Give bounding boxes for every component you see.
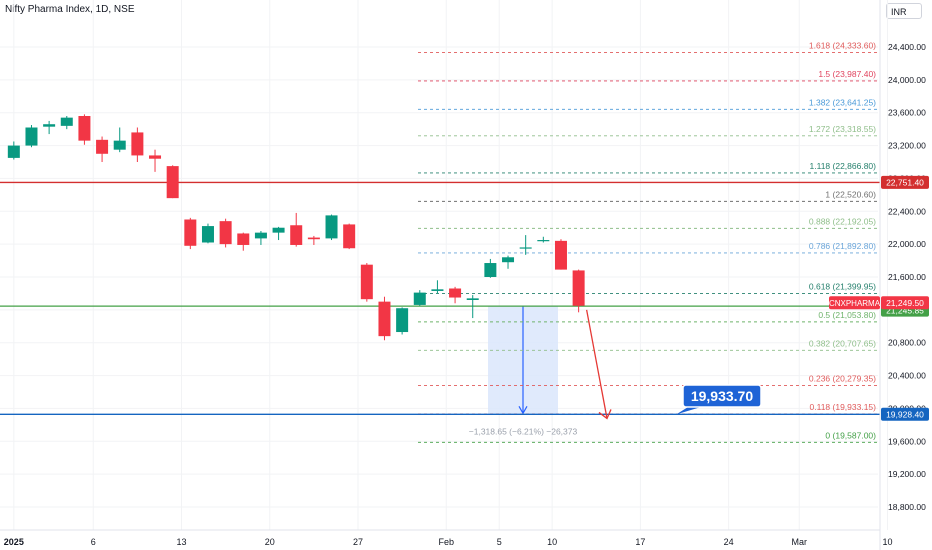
fib-level-label: 0.888 (22,192.05) (809, 216, 876, 226)
time-tick-label: 10 (882, 537, 892, 547)
candle-body (502, 257, 515, 263)
time-tick-label: 17 (635, 537, 645, 547)
horizontal-lines[interactable] (0, 181, 880, 415)
fib-level-label: 0.5 (21,053.80) (818, 310, 876, 320)
candle-body (237, 233, 250, 245)
callout-label: 19,933.70 (691, 388, 753, 404)
symbol-tag-label: CNXPHARMA (829, 299, 881, 308)
candle-body (25, 127, 38, 146)
candle-body (149, 155, 162, 159)
candle-body (78, 116, 91, 141)
candle-body (343, 224, 356, 249)
time-tick-label: 2025 (4, 537, 24, 547)
projection-arrow-line[interactable] (585, 309, 608, 419)
price-tick-label: 23,600.00 (888, 108, 926, 118)
price-current-tag-label: 21,245.85 (886, 305, 924, 315)
candle-body (466, 298, 479, 300)
grid (0, 0, 888, 530)
time-tick-label: Mar (792, 537, 808, 547)
price-tick-label: 19,200.00 (888, 469, 926, 479)
fib-level-label: 0.382 (20,707.65) (809, 338, 876, 348)
fib-level-label: 1.272 (23,318.55) (809, 124, 876, 134)
fib-level-label: 0.236 (20,279.35) (809, 373, 876, 383)
candle-body (219, 221, 232, 245)
candle-body (413, 292, 426, 305)
price-resistance-tag (881, 175, 929, 189)
fibonacci-levels[interactable]: 1.618 (24,333.60) 1.5 (23,987.40) 1.382 (2… (418, 40, 878, 443)
price-tick-label: 20,400.00 (888, 371, 926, 381)
symbol-tag (829, 296, 880, 310)
candle-body (43, 124, 56, 127)
candle-body (7, 145, 20, 158)
symbol-price-tag-label: 21,249.50 (886, 298, 924, 308)
price-target-tag-label: 19,928.40 (886, 410, 924, 420)
candle-body (290, 225, 303, 245)
price-tick-label: 18,800.00 (888, 502, 926, 512)
candle-body (184, 219, 197, 246)
candle-body (378, 301, 391, 337)
candles (7, 114, 585, 341)
candle-body (272, 227, 285, 233)
measure-box: −1,318.65 (−6.21%) −26,373 (469, 306, 578, 436)
time-tick-label: 6 (91, 537, 96, 547)
fib-level-label: 0.618 (21,399.95) (809, 281, 876, 291)
candle-body (537, 240, 550, 242)
candle-body (96, 139, 109, 154)
price-tick-label: 19,600.00 (888, 436, 926, 446)
callout-box[interactable] (682, 384, 762, 408)
price-tick-label: 20,800.00 (888, 338, 926, 348)
time-tick-label: 27 (353, 537, 363, 547)
price-tick-label: 22,000.00 (888, 239, 926, 249)
time-tick-label: 20 (265, 537, 275, 547)
fib-level-label: 1.5 (23,987.40) (818, 69, 876, 79)
candle-body (201, 226, 214, 243)
price-resistance-tag-label: 22,751.40 (886, 178, 924, 188)
time-tick-label: 5 (497, 537, 502, 547)
candle-body (449, 288, 462, 298)
chart-title: Nifty Pharma Index, 1D, NSE (5, 4, 135, 15)
time-tick-label: 24 (724, 537, 734, 547)
time-tick-label: 10 (547, 537, 557, 547)
fib-level-label: 0.118 (19,933.15) (810, 402, 877, 412)
candle-body (307, 237, 320, 240)
fib-level-label: 1 (22,520.60) (825, 189, 876, 199)
fib-level-label: 1.618 (24,333.60) (809, 40, 876, 50)
price-tick-label: 24,000.00 (888, 75, 926, 85)
candle-body (572, 270, 585, 306)
time-axis[interactable]: 2025 6 13 20 27 Feb 5 10 17 24 Mar 10 (0, 529, 893, 547)
price-axis[interactable]: 18,800.0019,200.0019,600.0020,000.0020,4… (829, 0, 929, 550)
price-target-tag (881, 407, 929, 421)
price-tick-label: 22,400.00 (888, 206, 926, 216)
drawings[interactable]: 19,933.70 (585, 309, 762, 420)
candle-body (131, 132, 144, 156)
candle-body (484, 263, 497, 277)
measure-arrow-head (518, 406, 528, 415)
measure-label: −1,318.65 (−6.21%) −26,373 (469, 426, 578, 436)
price-tick-label: 24,400.00 (888, 42, 926, 52)
candle-body (60, 117, 73, 126)
symbol-price-tag (881, 296, 929, 310)
fib-level-label: 1.382 (23,641.25) (809, 97, 876, 107)
candle-body (431, 289, 444, 291)
candle-body (166, 166, 179, 199)
candle-body (554, 240, 567, 270)
fib-level-label: 0 (19,587.00) (825, 430, 876, 440)
fib-level-label: 0.786 (21,892.80) (809, 241, 876, 251)
time-tick-label: Feb (438, 537, 454, 547)
price-tick-label: 21,600.00 (888, 272, 926, 282)
candle-body (360, 264, 373, 300)
price-tick-label: 23,200.00 (888, 141, 926, 151)
candle-body (325, 215, 338, 239)
projection-arrow-head (598, 409, 612, 420)
candle-body (519, 247, 532, 249)
currency-button[interactable]: INR (886, 3, 922, 19)
time-tick-label: 13 (176, 537, 186, 547)
candle-body (254, 232, 267, 239)
fib-level-label: 1.118 (22,866.80) (810, 161, 877, 171)
candle-body (396, 308, 409, 333)
candle-body (113, 140, 126, 150)
